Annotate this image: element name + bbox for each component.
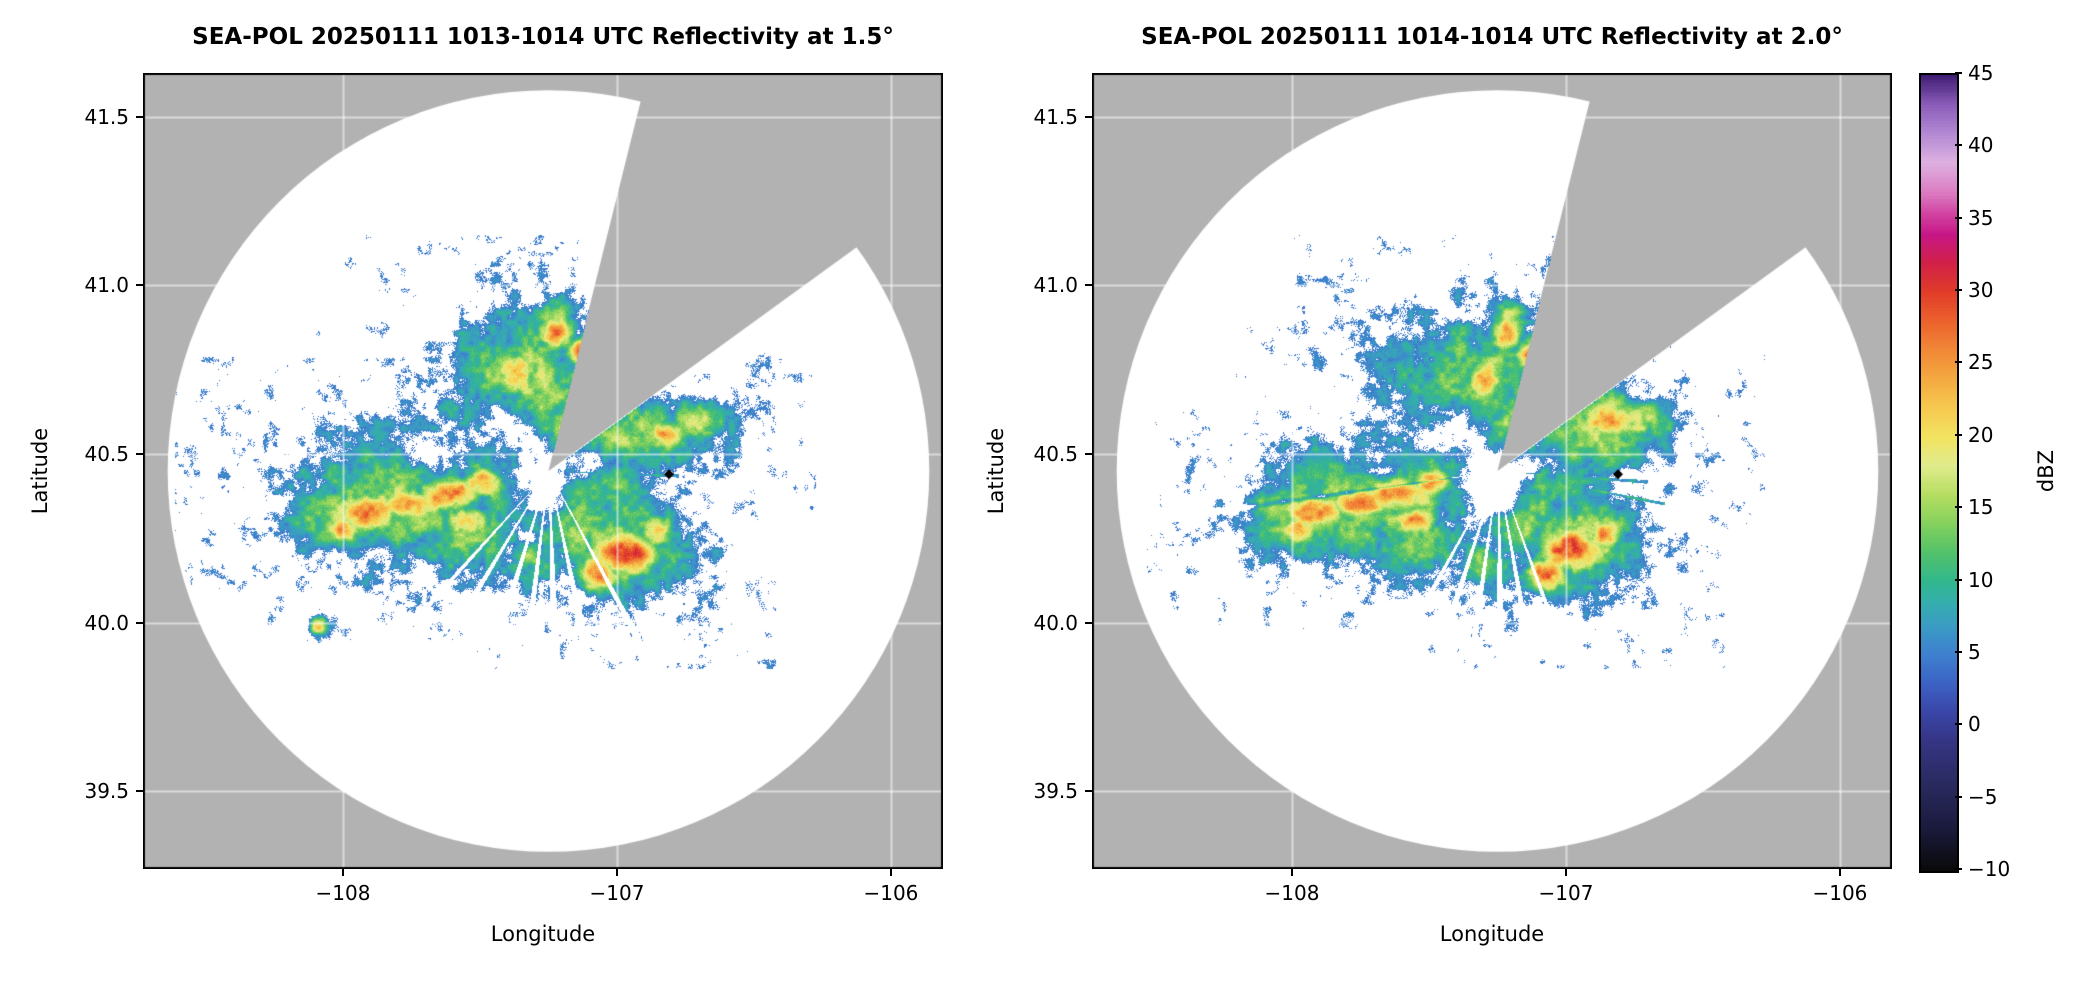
x-tick-mark bbox=[615, 869, 618, 876]
panel-title-right: SEA-POL 20250111 1014-1014 UTC Reflectiv… bbox=[1141, 24, 1843, 50]
x-tick-label: −108 bbox=[1264, 881, 1320, 905]
y-tick-mark bbox=[136, 621, 143, 624]
colorbar-tick-label: 25 bbox=[1968, 350, 1994, 375]
y-tick-mark bbox=[1085, 115, 1092, 118]
x-tick-mark bbox=[342, 869, 344, 876]
y-tick-label: 39.5 bbox=[1033, 779, 1078, 804]
colorbar-tick-label: −10 bbox=[1968, 857, 2011, 881]
colorbar-tick-label: 5 bbox=[1968, 639, 1981, 664]
colorbar-tick-mark bbox=[1955, 723, 1962, 726]
x-tick-label: −107 bbox=[1538, 881, 1594, 905]
colorbar bbox=[1919, 73, 1959, 873]
colorbar-tick-label: 0 bbox=[1968, 712, 1981, 737]
y-tick-label: 41.0 bbox=[1033, 273, 1078, 298]
colorbar-tick-label: −5 bbox=[1968, 784, 1998, 809]
x-tick-label: −108 bbox=[315, 881, 371, 905]
y-tick-label: 41.5 bbox=[1033, 104, 1078, 129]
x-tick-mark bbox=[1291, 869, 1293, 876]
colorbar-tick-mark bbox=[1955, 72, 1962, 74]
y-tick-label: 40.5 bbox=[1033, 442, 1078, 467]
x-tick-mark bbox=[1564, 869, 1567, 876]
colorbar-tick-label: 20 bbox=[1968, 422, 1994, 447]
y-tick-mark bbox=[136, 453, 143, 456]
colorbar-tick-mark bbox=[1955, 433, 1962, 436]
radar-ppi-left bbox=[143, 73, 943, 869]
radar-ppi-right bbox=[1092, 73, 1892, 869]
x-axis-label-right: Longitude bbox=[1439, 922, 1545, 946]
colorbar-tick-mark bbox=[1955, 868, 1962, 870]
y-axis-label-left: Latitude bbox=[28, 427, 52, 515]
y-tick-label: 41.0 bbox=[84, 273, 129, 298]
y-tick-mark bbox=[1085, 453, 1092, 456]
y-tick-mark bbox=[1085, 284, 1092, 287]
x-axis-label-left: Longitude bbox=[490, 922, 596, 946]
y-tick-mark bbox=[1085, 621, 1092, 624]
y-tick-mark bbox=[136, 115, 143, 118]
colorbar-tick-mark bbox=[1955, 144, 1962, 147]
y-tick-label: 41.5 bbox=[84, 104, 129, 129]
colorbar-tick-label: 40 bbox=[1968, 133, 1994, 158]
y-tick-label: 39.5 bbox=[84, 779, 129, 804]
y-tick-mark bbox=[136, 284, 143, 287]
x-tick-mark bbox=[889, 869, 892, 876]
x-tick-label: −107 bbox=[589, 881, 645, 905]
colorbar-tick-mark bbox=[1955, 795, 1962, 798]
colorbar-tick-mark bbox=[1955, 289, 1962, 292]
x-tick-label: −106 bbox=[863, 881, 919, 905]
colorbar-label: dBZ bbox=[2034, 449, 2058, 493]
colorbar-tick-mark bbox=[1955, 650, 1962, 653]
x-tick-label: −106 bbox=[1812, 881, 1868, 905]
colorbar-tick-mark bbox=[1955, 361, 1962, 364]
colorbar-tick-mark bbox=[1955, 578, 1962, 581]
y-axis-label-right: Latitude bbox=[984, 427, 1008, 515]
colorbar-tick-label: 45 bbox=[1968, 61, 1994, 85]
y-tick-label: 40.0 bbox=[1033, 610, 1078, 635]
colorbar-tick-label: 15 bbox=[1968, 495, 1994, 520]
colorbar-tick-mark bbox=[1955, 506, 1962, 509]
y-tick-mark bbox=[1085, 790, 1092, 793]
x-tick-mark bbox=[1838, 869, 1841, 876]
colorbar-tick-label: 10 bbox=[1968, 567, 1994, 592]
y-tick-mark bbox=[136, 790, 143, 793]
y-tick-label: 40.5 bbox=[84, 442, 129, 467]
panel-title-left: SEA-POL 20250111 1013-1014 UTC Reflectiv… bbox=[192, 24, 894, 50]
colorbar-tick-label: 35 bbox=[1968, 205, 1994, 230]
y-tick-label: 40.0 bbox=[84, 610, 129, 635]
colorbar-tick-mark bbox=[1955, 216, 1962, 219]
colorbar-tick-label: 30 bbox=[1968, 278, 1994, 303]
